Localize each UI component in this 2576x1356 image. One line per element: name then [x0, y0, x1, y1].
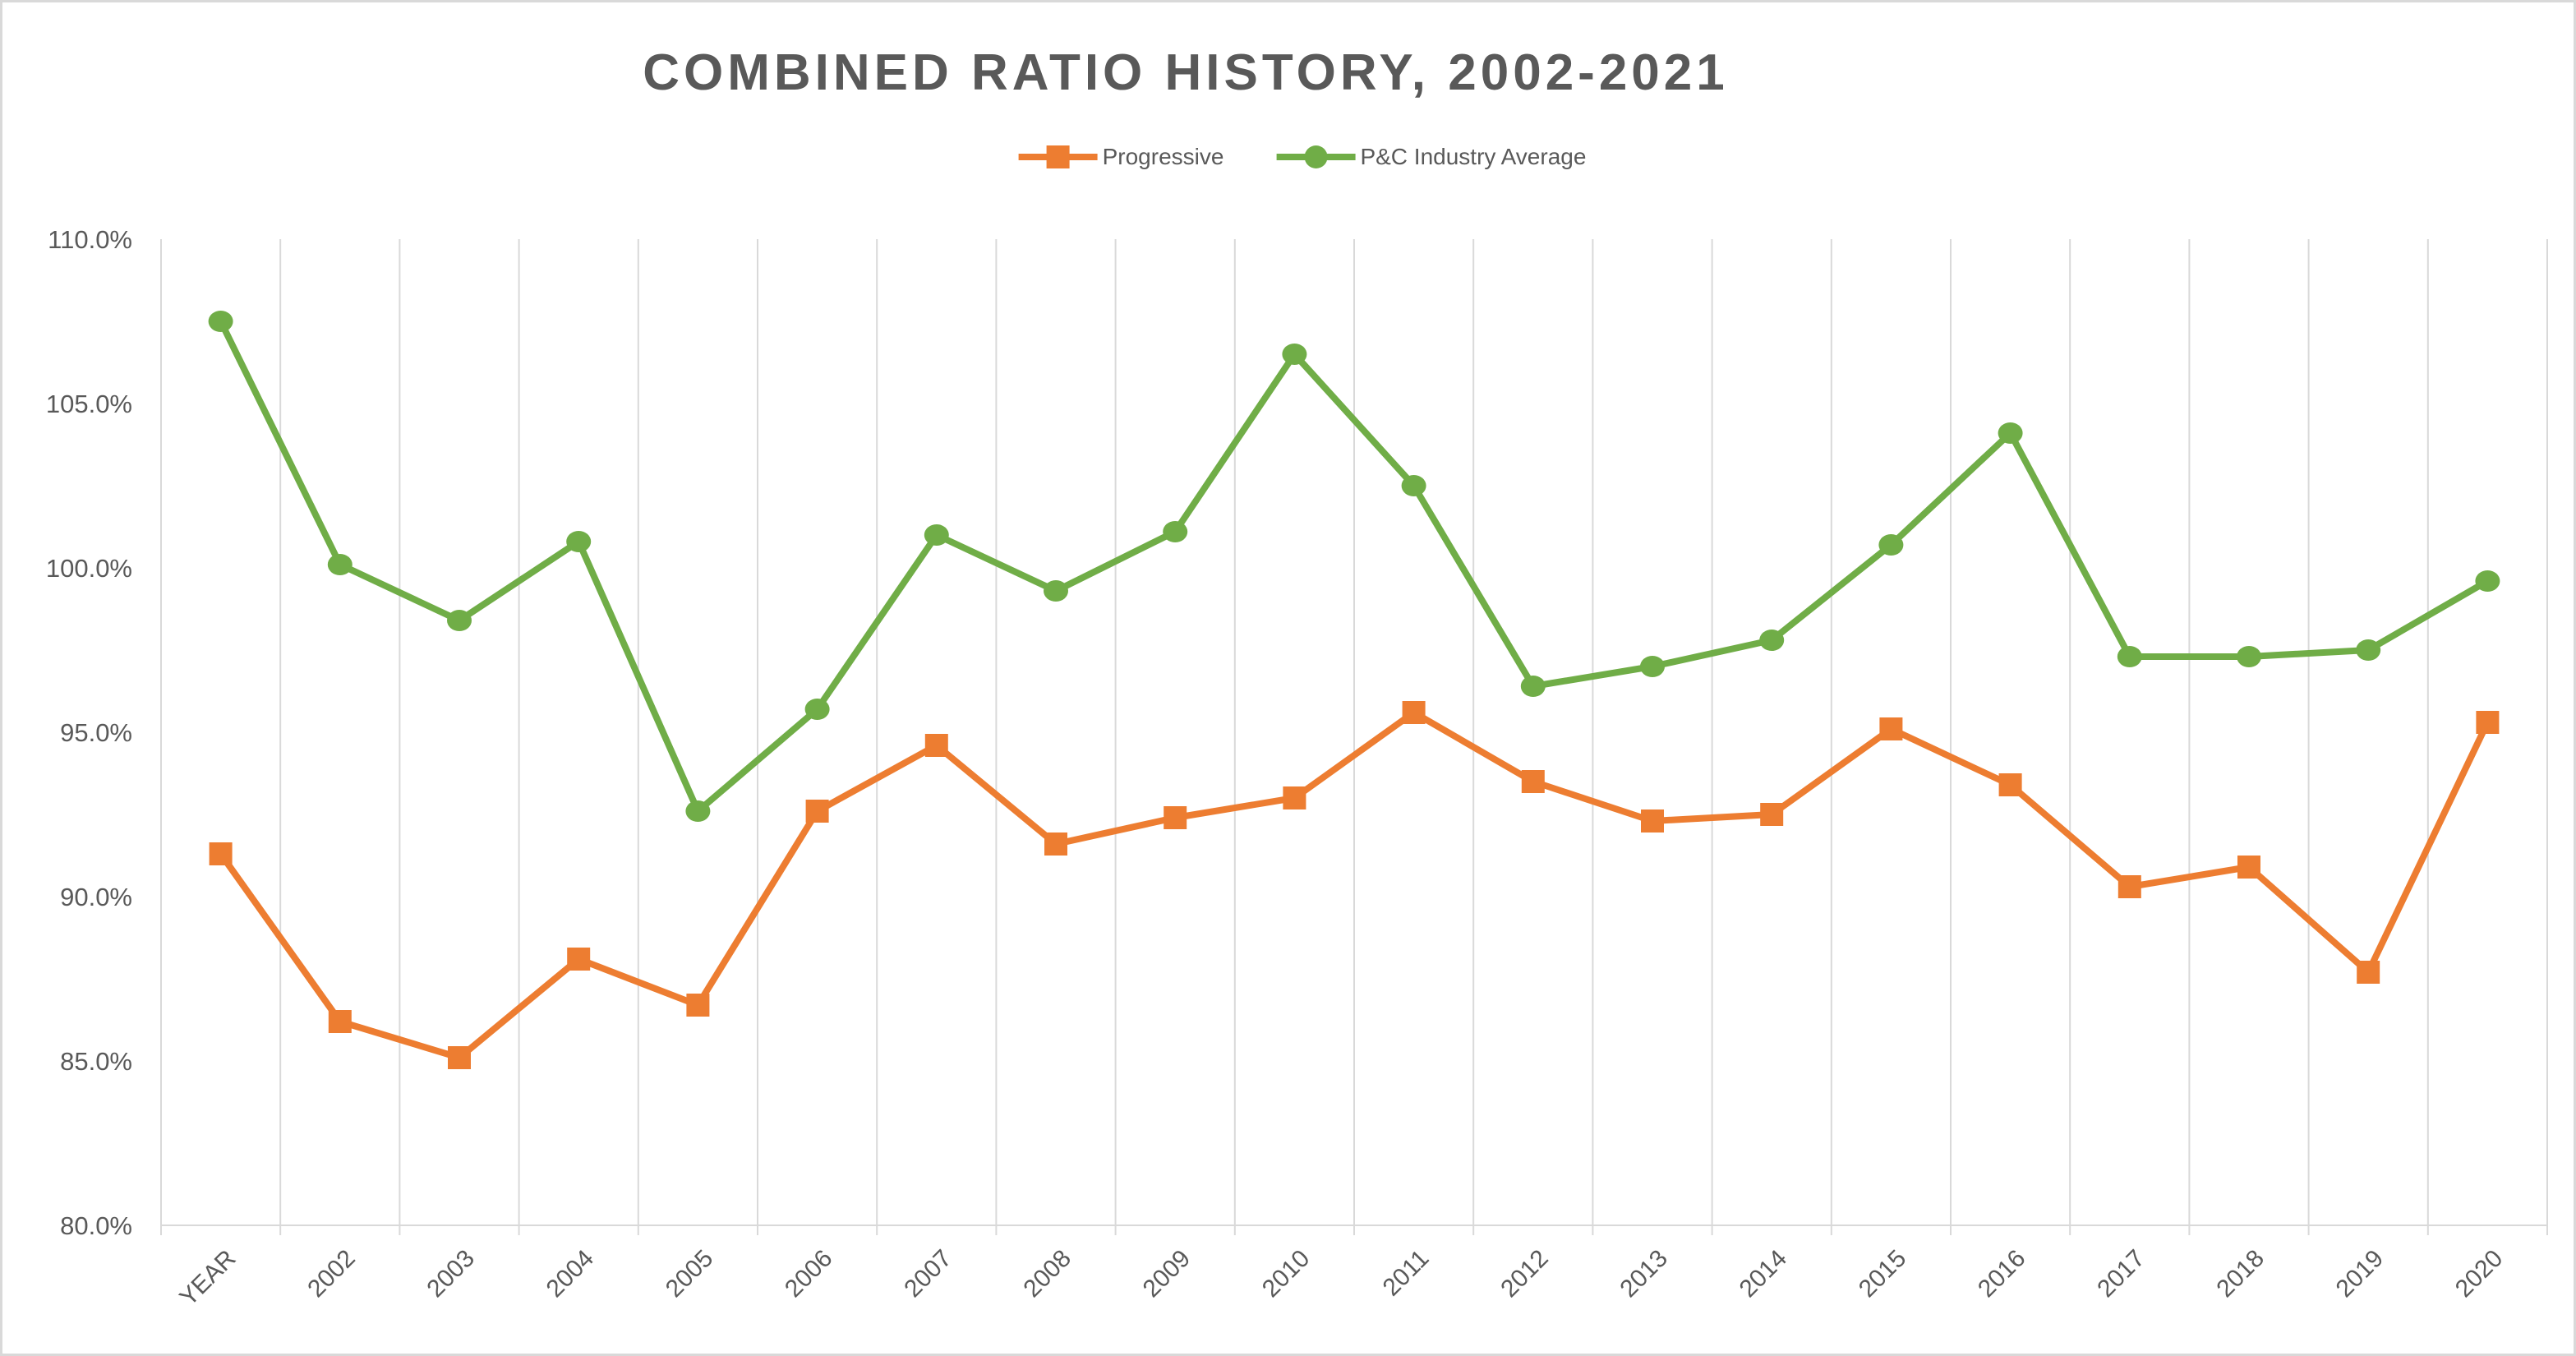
series-line-progressive [217, 709, 2491, 1061]
data-point-marker-progressive [1402, 701, 1426, 724]
x-axis-label: YEAR [174, 1245, 241, 1312]
data-point-marker-p-c-industry-average [208, 311, 233, 332]
data-point-marker-p-c-industry-average [1520, 676, 1546, 697]
data-point-marker-p-c-industry-average [1759, 630, 1785, 651]
y-axis-label: 100.0% [46, 554, 132, 583]
x-axis-label: 2020 [2450, 1245, 2509, 1303]
x-axis-label: 2019 [2331, 1245, 2389, 1303]
data-point-marker-p-c-industry-average [804, 699, 830, 720]
data-point-marker-p-c-industry-average [924, 524, 949, 546]
legend-label-industry-average: P&C Industry Average [1360, 144, 1587, 169]
data-point-marker-progressive [209, 842, 233, 865]
y-axis-label: 80.0% [60, 1211, 132, 1240]
data-point-marker-progressive [924, 734, 948, 757]
x-axis-label: 2007 [899, 1245, 957, 1303]
data-point-marker-p-c-industry-average [2356, 639, 2381, 661]
data-point-marker-progressive [1879, 717, 1903, 740]
data-point-marker-progressive [2117, 875, 2141, 898]
data-point-marker-progressive [1283, 786, 1306, 809]
x-axis-label: 2018 [2211, 1245, 2270, 1303]
x-axis-label: 2013 [1615, 1245, 1673, 1303]
data-point-marker-progressive [805, 800, 829, 823]
series-line-p-c-industry-average [217, 318, 2491, 814]
data-point-marker-p-c-industry-average [327, 554, 353, 575]
x-axis-label: 2015 [1854, 1245, 1912, 1303]
data-point-marker-progressive [1760, 803, 1784, 826]
chart-legend: Progressive P&C Industry Average [1018, 144, 1586, 170]
data-point-marker-p-c-industry-average [447, 610, 472, 631]
chart-title: COMBINED RATIO HISTORY, 2002-2021 [643, 44, 1729, 101]
data-point-marker-progressive [1164, 806, 1187, 829]
x-axis-label: 2017 [2092, 1245, 2150, 1303]
data-point-marker-p-c-industry-average [1282, 344, 1307, 365]
x-axis-label: 2002 [302, 1245, 361, 1303]
data-point-marker-p-c-industry-average [1878, 534, 1904, 556]
data-point-marker-progressive [2357, 961, 2380, 984]
data-point-marker-p-c-industry-average [1998, 422, 2023, 444]
data-point-marker-progressive [448, 1046, 471, 1069]
legend-item-industry-average: P&C Industry Average [1276, 144, 1586, 170]
y-axis-label: 85.0% [60, 1047, 132, 1076]
x-axis-label: 2010 [1257, 1245, 1316, 1303]
y-axis-label: 90.0% [60, 883, 132, 911]
y-axis-label: 95.0% [60, 718, 132, 747]
y-axis-label: 105.0% [46, 390, 132, 418]
x-axis-label: 2003 [422, 1245, 480, 1303]
data-point-marker-progressive [2476, 711, 2500, 734]
data-point-marker-progressive [1044, 833, 1067, 856]
data-point-marker-progressive [1641, 809, 1664, 833]
data-point-marker-p-c-industry-average [2475, 570, 2500, 592]
data-point-marker-p-c-industry-average [685, 800, 711, 822]
legend-label-progressive: Progressive [1102, 144, 1224, 169]
x-axis-label: 2009 [1138, 1245, 1196, 1303]
progressive-series-marker-icon [1018, 145, 1098, 169]
x-axis-label: 2004 [541, 1245, 600, 1303]
data-point-marker-p-c-industry-average [1640, 656, 1665, 677]
x-axis-label: 2008 [1018, 1245, 1076, 1303]
data-point-marker-progressive [2237, 856, 2260, 879]
data-point-marker-p-c-industry-average [2237, 646, 2261, 667]
data-point-marker-p-c-industry-average [1163, 521, 1188, 542]
data-point-marker-progressive [1521, 770, 1545, 793]
x-axis-label: 2014 [1735, 1245, 1793, 1303]
x-axis-label: 2005 [661, 1245, 719, 1303]
x-axis-label: 2006 [780, 1245, 838, 1303]
data-point-marker-progressive [1998, 773, 2022, 796]
data-point-marker-progressive [328, 1010, 352, 1033]
data-point-marker-progressive [686, 994, 710, 1017]
data-point-marker-p-c-industry-average [566, 531, 592, 552]
industry-series-marker-icon [1276, 145, 1356, 169]
legend-item-progressive: Progressive [1018, 144, 1224, 170]
data-point-marker-p-c-industry-average [2117, 646, 2142, 667]
data-point-marker-p-c-industry-average [1401, 475, 1426, 496]
x-axis-label: 2012 [1495, 1245, 1554, 1303]
x-axis-label: 2016 [1973, 1245, 2031, 1303]
data-point-marker-p-c-industry-average [1044, 580, 1068, 602]
y-axis-label: 110.0% [48, 225, 132, 254]
x-axis-label: 2011 [1378, 1245, 1435, 1302]
data-point-marker-progressive [567, 948, 591, 971]
